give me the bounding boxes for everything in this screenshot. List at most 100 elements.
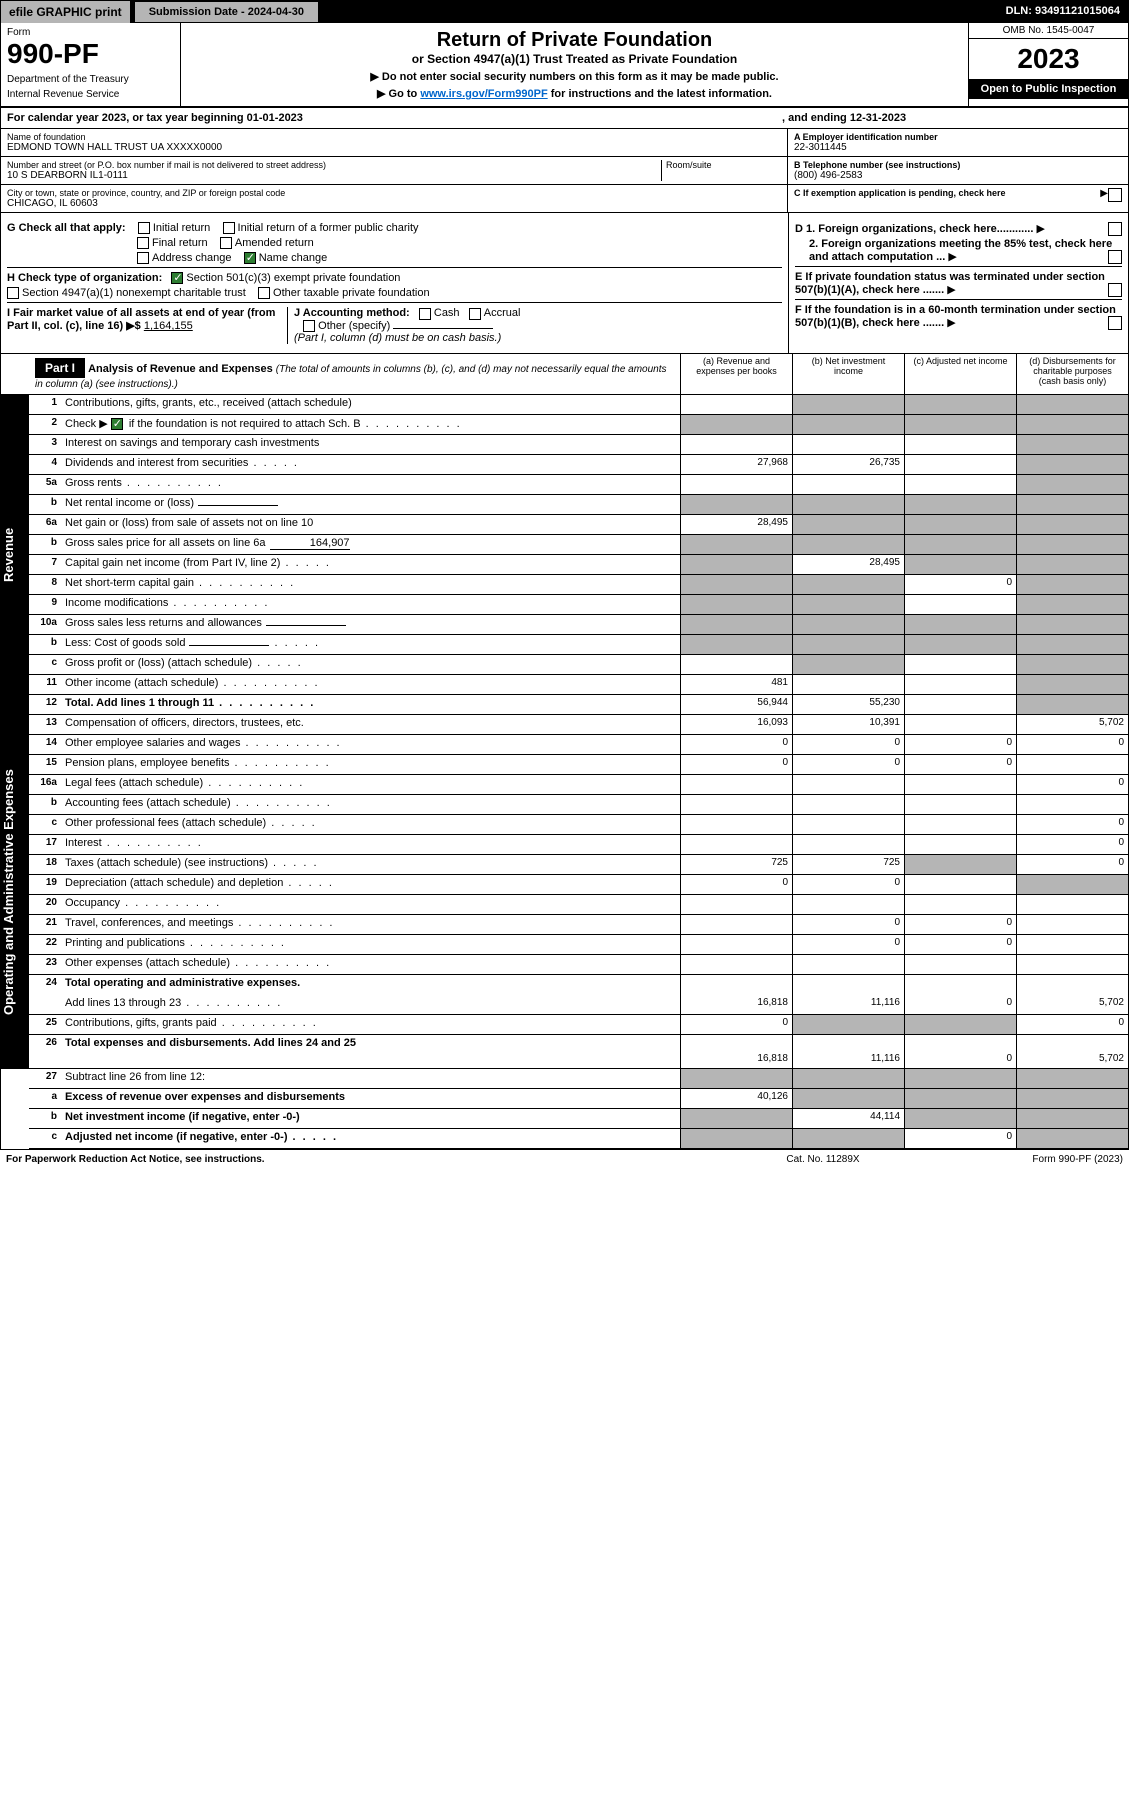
final-checkbox[interactable] xyxy=(137,237,149,249)
l19-b: 0 xyxy=(792,875,904,894)
l24-a: 16,818 xyxy=(680,995,792,1014)
e-checkbox[interactable] xyxy=(1108,283,1122,297)
initial-checkbox[interactable] xyxy=(138,222,150,234)
l21-b: 0 xyxy=(792,915,904,934)
l26-c: 0 xyxy=(904,1035,1016,1068)
c-label: C If exemption application is pending, c… xyxy=(794,188,1006,198)
l13-b: 10,391 xyxy=(792,715,904,734)
col-d-header: (d) Disbursements for charitable purpose… xyxy=(1016,354,1128,394)
part1-label: Part I xyxy=(35,358,85,378)
line-5b: Net rental income or (loss) xyxy=(61,495,680,514)
l8-c: 0 xyxy=(904,575,1016,594)
j-cash-checkbox[interactable] xyxy=(419,308,431,320)
l26-a: 16,818 xyxy=(680,1035,792,1068)
form-header: Form 990-PF Department of the Treasury I… xyxy=(1,23,1128,108)
omb-number: OMB No. 1545-0047 xyxy=(969,23,1128,39)
final-label: Final return xyxy=(152,237,208,249)
footer-right: Form 990-PF (2023) xyxy=(923,1154,1123,1165)
calendar-year-row: For calendar year 2023, or tax year begi… xyxy=(1,108,1128,129)
l24-c: 0 xyxy=(904,995,1016,1014)
l22-b: 0 xyxy=(792,935,904,954)
l27c-c: 0 xyxy=(904,1129,1016,1148)
h-501c3-label: Section 501(c)(3) exempt private foundat… xyxy=(186,272,400,284)
d2-checkbox[interactable] xyxy=(1108,250,1122,264)
j-other-checkbox[interactable] xyxy=(303,320,315,332)
instr2-post: for instructions and the latest informat… xyxy=(548,88,772,100)
l27b-b: 44,114 xyxy=(792,1109,904,1128)
c-checkbox[interactable] xyxy=(1108,188,1122,202)
l15-c: 0 xyxy=(904,755,1016,774)
d1-checkbox[interactable] xyxy=(1108,222,1122,236)
i-value: 1,164,155 xyxy=(144,320,193,332)
tax-year: 2023 xyxy=(969,39,1128,79)
arrow-icon: ▶ xyxy=(1036,223,1044,235)
j-note: (Part I, column (d) must be on cash basi… xyxy=(294,332,501,344)
initial-label: Initial return xyxy=(153,222,210,234)
form-title: Return of Private Foundation xyxy=(187,29,962,52)
j-accrual-label: Accrual xyxy=(484,307,521,319)
j-other-label: Other (specify) xyxy=(318,320,390,332)
line-24: Total operating and administrative expen… xyxy=(61,975,680,995)
l18-a: 725 xyxy=(680,855,792,874)
line-26: Total expenses and disbursements. Add li… xyxy=(61,1035,680,1068)
line-3: Interest on savings and temporary cash i… xyxy=(61,435,680,454)
f-checkbox[interactable] xyxy=(1108,316,1122,330)
l15-a: 0 xyxy=(680,755,792,774)
line-2: Check ▶ if the foundation is not require… xyxy=(61,415,680,434)
l14-d: 0 xyxy=(1016,735,1128,754)
schb-checkbox[interactable] xyxy=(111,418,123,430)
l18-d: 0 xyxy=(1016,855,1128,874)
name-chg-checkbox[interactable] xyxy=(244,252,256,264)
l6b-val: 164,907 xyxy=(270,537,350,550)
initial-former-checkbox[interactable] xyxy=(223,222,235,234)
ein: 22-3011445 xyxy=(794,142,1122,153)
line-16c: Other professional fees (attach schedule… xyxy=(61,815,680,834)
j-accrual-checkbox[interactable] xyxy=(469,308,481,320)
line-23: Other expenses (attach schedule) xyxy=(61,955,680,974)
d1-label: D 1. Foreign organizations, check here..… xyxy=(795,223,1033,235)
h-4947-label: Section 4947(a)(1) nonexempt charitable … xyxy=(22,287,246,299)
l12-a: 56,944 xyxy=(680,695,792,714)
j-label: J Accounting method: xyxy=(294,307,410,319)
h-other-checkbox[interactable] xyxy=(258,287,270,299)
info-block: Name of foundation EDMOND TOWN HALL TRUS… xyxy=(1,129,1128,213)
l11-a: 481 xyxy=(680,675,792,694)
line-27-section: 27Subtract line 26 from line 12: aExcess… xyxy=(1,1069,1128,1149)
cal-begin: For calendar year 2023, or tax year begi… xyxy=(7,112,782,124)
line-1: Contributions, gifts, grants, etc., rece… xyxy=(61,395,680,414)
name-chg-label: Name change xyxy=(259,252,328,264)
l16c-d: 0 xyxy=(1016,815,1128,834)
dln: DLN: 93491121015064 xyxy=(998,1,1128,23)
phone-label: B Telephone number (see instructions) xyxy=(794,160,1122,170)
d2-label: 2. Foreign organizations meeting the 85%… xyxy=(809,238,1112,263)
line-10c: Gross profit or (loss) (attach schedule) xyxy=(61,655,680,674)
line-16b: Accounting fees (attach schedule) xyxy=(61,795,680,814)
l22-c: 0 xyxy=(904,935,1016,954)
irs-link[interactable]: www.irs.gov/Form990PF xyxy=(420,88,547,100)
l15-b: 0 xyxy=(792,755,904,774)
form-subtitle: or Section 4947(a)(1) Trust Treated as P… xyxy=(187,52,962,66)
cal-end: , and ending 12-31-2023 xyxy=(782,112,1122,124)
part1-title: Analysis of Revenue and Expenses xyxy=(88,363,273,375)
amended-checkbox[interactable] xyxy=(220,237,232,249)
line-27b: Net investment income (if negative, ente… xyxy=(61,1109,680,1128)
revenue-section: Revenue 1Contributions, gifts, grants, e… xyxy=(1,395,1128,715)
address: 10 S DEARBORN IL1-0111 xyxy=(7,170,661,181)
ein-label: A Employer identification number xyxy=(794,132,1122,142)
addr-chg-checkbox[interactable] xyxy=(137,252,149,264)
l13-d: 5,702 xyxy=(1016,715,1128,734)
expenses-section: Operating and Administrative Expenses 13… xyxy=(1,715,1128,1069)
h-4947-checkbox[interactable] xyxy=(7,287,19,299)
foundation-name: EDMOND TOWN HALL TRUST UA XXXXX0000 xyxy=(7,142,781,153)
expenses-side-label: Operating and Administrative Expenses xyxy=(1,715,29,1069)
line-12: Total. Add lines 1 through 11 xyxy=(61,695,680,714)
line-9: Income modifications xyxy=(61,595,680,614)
l25-d: 0 xyxy=(1016,1015,1128,1034)
line-11: Other income (attach schedule) xyxy=(61,675,680,694)
line-18: Taxes (attach schedule) (see instruction… xyxy=(61,855,680,874)
line-21: Travel, conferences, and meetings xyxy=(61,915,680,934)
l13-a: 16,093 xyxy=(680,715,792,734)
line-15: Pension plans, employee benefits xyxy=(61,755,680,774)
h-501c3-checkbox[interactable] xyxy=(171,272,183,284)
l27a-a: 40,126 xyxy=(680,1089,792,1108)
